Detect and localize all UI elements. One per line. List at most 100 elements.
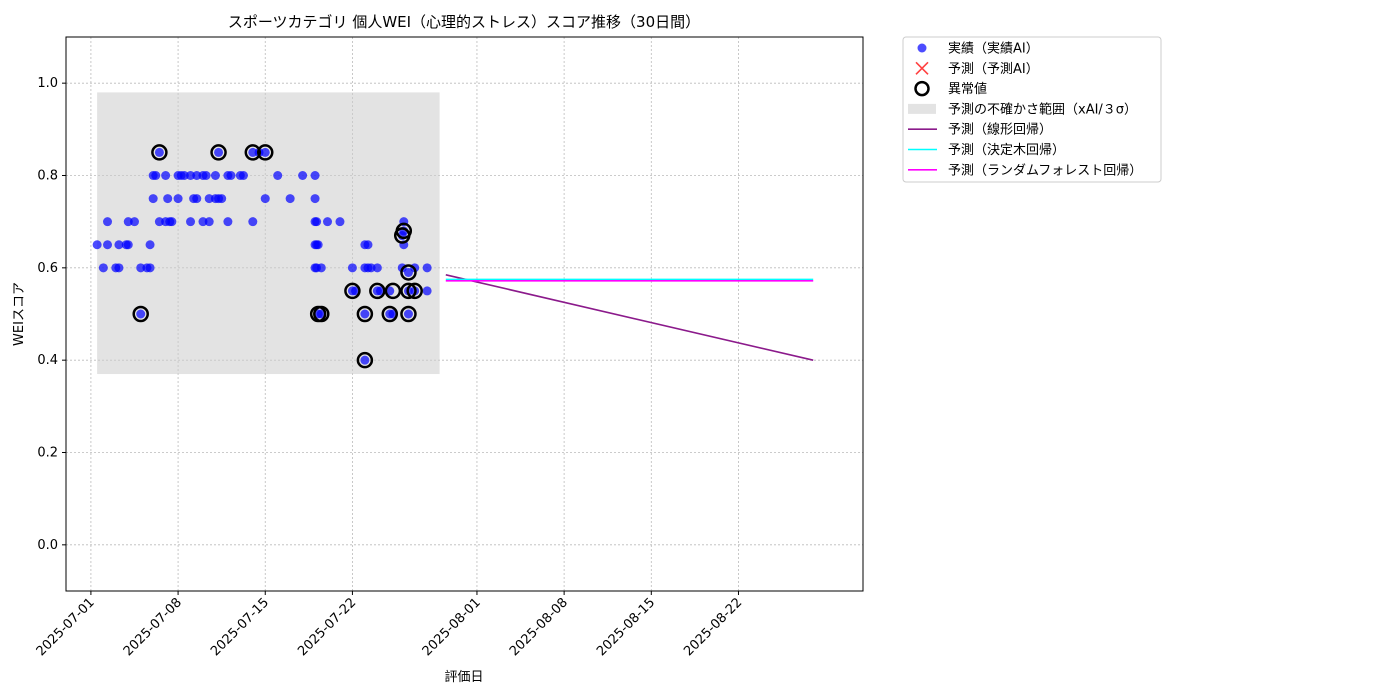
actual-point <box>103 240 113 250</box>
actual-point <box>192 194 202 204</box>
actual-point <box>335 217 345 227</box>
actual-point <box>163 194 173 204</box>
x-tick-label: 2025-07-15 <box>208 595 272 659</box>
actual-point <box>248 217 258 227</box>
actual-point <box>226 171 236 180</box>
anomaly-marker <box>400 305 417 323</box>
actual-point <box>161 171 171 180</box>
actual-point <box>248 147 258 157</box>
legend-swatch-x <box>915 61 929 75</box>
legend-frame <box>902 36 1162 183</box>
x-axis: 2025-07-01 2025-07-08 2025-07-15 2025-07-22… <box>34 591 745 659</box>
actual-point <box>273 171 283 180</box>
actual-point <box>285 194 295 204</box>
anomaly-marker <box>313 305 330 323</box>
actual-point <box>310 194 320 204</box>
legend-label: 実績（実績AI） <box>948 41 1039 57</box>
anomaly-marker <box>344 282 361 300</box>
legend-swatch-band <box>908 103 936 114</box>
actual-point <box>103 217 113 227</box>
anomaly-marker <box>381 305 399 323</box>
actual-point <box>360 309 370 319</box>
anomaly-marker <box>210 144 227 161</box>
actual-point <box>347 263 357 273</box>
actual-point <box>136 263 146 273</box>
legend-label: 予測（線形回帰） <box>948 122 1052 138</box>
chart-title: スポーツカテゴリ 個人WEI（心理的ストレス）スコア推移（30日間） <box>228 13 700 31</box>
anomaly-marker <box>151 144 168 161</box>
actual-point <box>217 194 227 204</box>
anomaly-marker <box>356 305 374 323</box>
forecast-lines-layer <box>445 274 814 361</box>
anomaly-marker <box>384 282 402 300</box>
anomaly-marker <box>395 222 413 240</box>
x-axis-label: 評価日 <box>444 670 483 685</box>
actual-point <box>186 171 196 180</box>
actual-point <box>298 171 308 180</box>
actual-point <box>260 194 270 204</box>
actual-point <box>422 263 432 273</box>
y-tick-label: 1.0 <box>37 76 58 91</box>
anomaly-marker <box>132 305 149 323</box>
actual-point <box>214 147 224 157</box>
actual-point <box>179 171 189 180</box>
anomaly-marker <box>400 282 417 300</box>
y-axis: 0.0 0.2 0.4 0.6 0.8 1.0 <box>37 76 66 553</box>
x-tick-label: 2025-08-08 <box>507 595 571 659</box>
anomaly-marker <box>257 144 274 161</box>
x-tick-label: 2025-07-22 <box>295 595 359 659</box>
y-tick-label: 0.8 <box>37 169 58 184</box>
actual-point <box>310 171 320 180</box>
actual-point <box>154 217 164 227</box>
actual-point <box>312 217 322 227</box>
actual-point <box>167 217 177 227</box>
y-axis-label: WEIスコア <box>12 282 27 346</box>
plot-frame <box>65 36 864 592</box>
actual-point <box>403 309 413 319</box>
anomaly-marker <box>244 144 262 161</box>
actual-point <box>198 217 208 227</box>
legend-swatch-ring <box>914 80 930 97</box>
legend-swatch-circle <box>917 43 927 53</box>
actual-point <box>360 355 370 365</box>
actual-point <box>366 263 376 273</box>
x-tick-label: 2025-07-01 <box>34 595 98 659</box>
uncertainty-band-layer <box>97 92 440 375</box>
actual-point <box>145 263 155 273</box>
actual-point <box>123 240 133 250</box>
actual-point <box>363 240 373 250</box>
actual-point <box>114 240 124 250</box>
actual-point <box>313 240 323 250</box>
x-tick-label: 2025-07-08 <box>121 595 185 659</box>
actual-point <box>145 240 155 250</box>
x-tick-label: 2025-08-22 <box>681 595 745 659</box>
actual-point <box>210 171 220 180</box>
anomaly-rings-layer <box>132 144 423 369</box>
anomaly-marker <box>400 264 417 281</box>
actual-point <box>186 217 196 227</box>
y-tick-label: 0.6 <box>37 261 58 276</box>
actual-point <box>114 263 124 273</box>
legend-label: 予測（決定木回帰） <box>948 142 1065 158</box>
y-tick-label: 0.2 <box>37 446 58 461</box>
actual-point <box>201 171 211 180</box>
actual-points-layer <box>92 147 432 365</box>
anomaly-marker <box>406 282 423 300</box>
x-tick-label: 2025-08-01 <box>420 595 484 659</box>
plot-area <box>65 36 864 592</box>
actual-point <box>92 240 102 250</box>
actual-point <box>129 217 139 227</box>
actual-point <box>98 263 108 273</box>
actual-point <box>323 217 333 227</box>
legend-label: 異常値 <box>948 81 987 97</box>
actual-point <box>204 194 214 204</box>
y-tick-label: 0.4 <box>37 353 58 368</box>
actual-point <box>372 263 382 273</box>
actual-point <box>422 286 432 296</box>
legend-label: 予測（予測AI） <box>948 62 1039 77</box>
actual-point <box>123 217 133 227</box>
actual-point <box>316 263 326 273</box>
actual-point <box>173 194 183 204</box>
